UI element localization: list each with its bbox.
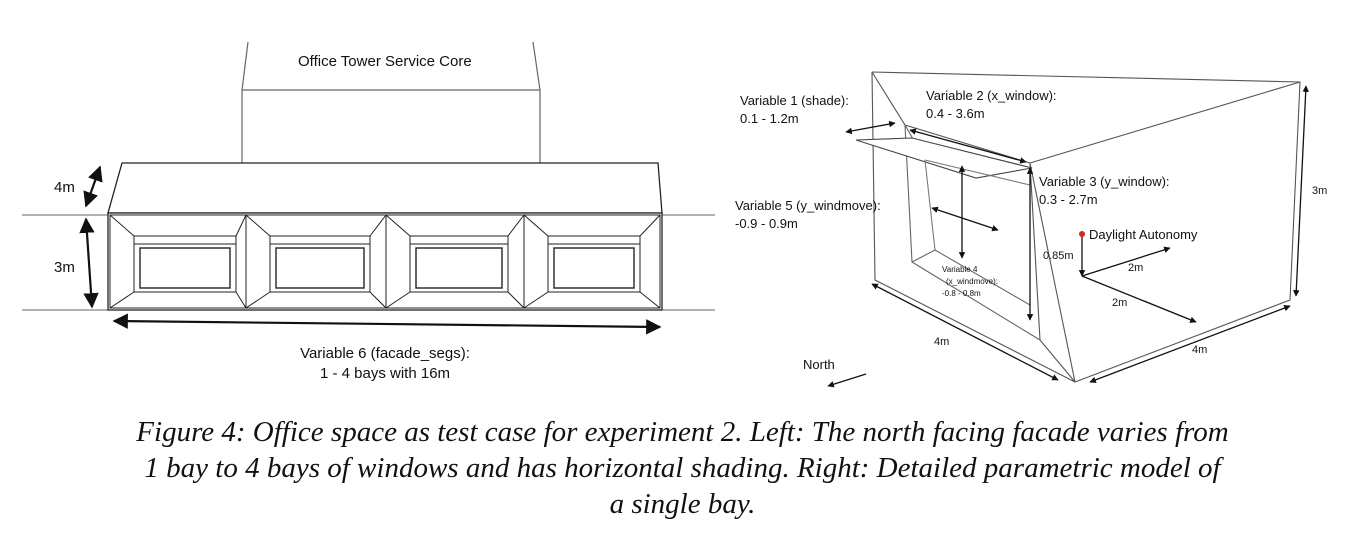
arrow-room-height [1293, 85, 1309, 297]
dim-label-4m: 4m [54, 179, 75, 196]
facade-bay-1 [109, 214, 247, 309]
variable5-label-line1: Variable 5 (y_windmove): [735, 198, 881, 213]
variable1-label-line2: 0.1 - 1.2m [740, 111, 799, 126]
dim-arrow-4m [83, 165, 103, 208]
arrow-north [827, 373, 867, 388]
sensor-dist-label-2: 2m [1112, 297, 1127, 309]
variable6-label-line2: 1 - 4 bays with 16m [320, 365, 450, 382]
daylight-autonomy-label: Daylight Autonomy [1089, 227, 1198, 242]
caption-line-1: Figure 4: Office space as test case for … [136, 416, 1229, 448]
dim-arrow-3m [79, 217, 99, 309]
dim-label-3m: 3m [54, 259, 75, 276]
variable3-label-line1: Variable 3 (y_window): [1039, 174, 1170, 189]
facade-bay-2 [245, 214, 387, 309]
sensor-height-label: 0.85m [1043, 250, 1074, 262]
arrow-room-depth [1089, 305, 1291, 383]
left-facade-diagram [22, 41, 715, 335]
facade-bay-3 [385, 214, 525, 309]
variable2-label-line1: Variable 2 (x_window): [926, 88, 1057, 103]
variable2-label-line2: 0.4 - 3.6m [926, 106, 985, 121]
room-width-label: 4m [934, 336, 949, 348]
daylight-sensor-point [1079, 231, 1085, 237]
arrow-variable1 [845, 120, 896, 135]
service-core-outline [241, 41, 541, 165]
caption-line-3: a single bay. [609, 488, 756, 520]
arrow-sensor-x [1081, 275, 1197, 323]
caption-line-2: 1 bay to 4 bays of windows and has horiz… [144, 452, 1221, 484]
arrow-sensor-y [1081, 246, 1171, 277]
arrow-variable4 [931, 206, 999, 232]
figure-drawing: Office Tower Service Core 4m 3m Variable… [22, 41, 1327, 388]
variable6-label-line1: Variable 6 (facade_segs): [300, 345, 470, 362]
dim-arrow-facade-width [112, 313, 662, 335]
sensor-dist-label-1: 2m [1128, 262, 1143, 274]
window-opening [924, 159, 1031, 251]
variable1-label-line1: Variable 1 (shade): [740, 93, 849, 108]
core-label: Office Tower Service Core [298, 53, 472, 70]
variable5-label-line2: -0.9 - 0.9m [735, 216, 798, 231]
arrow-variable2 [909, 128, 1027, 164]
variable4-label-line2: (x_windmove): [946, 277, 998, 286]
variable4-label-line3: -0.8 - 0.8m [942, 289, 981, 298]
right-dimension-arrows [827, 85, 1309, 388]
arrow-room-width [871, 283, 1059, 381]
room-depth-label: 4m [1192, 344, 1207, 356]
variable4-label-line1: Variable 4 [942, 265, 978, 274]
variable3-label-line2: 0.3 - 2.7m [1039, 192, 1098, 207]
room-height-label: 3m [1312, 185, 1327, 197]
right-room-diagram [855, 71, 1301, 383]
north-label: North [803, 357, 835, 372]
facade-bay-4 [523, 214, 661, 309]
facade-top-box [107, 162, 663, 214]
shade-plate [855, 137, 1033, 179]
figure-caption: Figure 4: Office space as test case for … [0, 414, 1365, 522]
